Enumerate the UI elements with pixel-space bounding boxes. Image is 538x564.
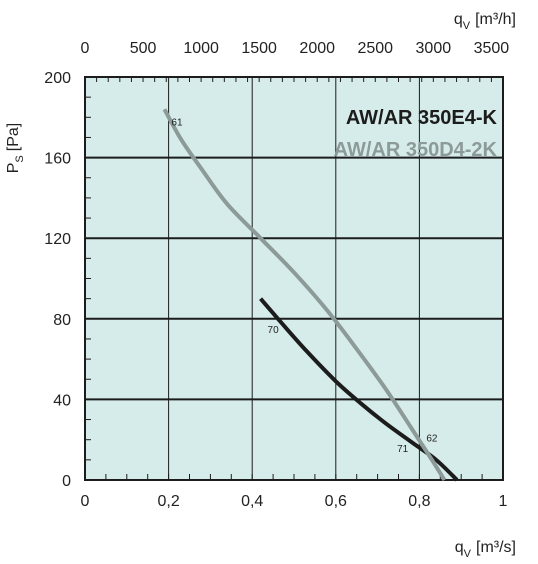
y-tick-label: 80 — [53, 312, 71, 329]
x-bottom-tick-label: 0 — [81, 493, 90, 510]
series-lines — [162, 108, 459, 482]
x-top-tick-label: 3000 — [416, 40, 452, 57]
y-tick-labels: 0 40 80 120 160 200 — [44, 70, 71, 490]
x-bottom-tick-label: 0,2 — [157, 493, 179, 510]
x-bottom-tick-label: 0,6 — [325, 493, 347, 510]
annotation-label: 62 — [426, 434, 438, 445]
x-top-tick-labels: 0 500 1000 1500 2000 2500 3000 3500 — [81, 40, 510, 57]
point-annotations: 61 70 71 62 — [171, 117, 438, 454]
y-tick-label: 40 — [53, 392, 71, 409]
plot-frame — [84, 76, 504, 481]
x-top-tick-label: 0 — [81, 40, 90, 57]
x-top-tick-label: 1500 — [241, 40, 277, 57]
x-bottom-tick-labels: 0 0,2 0,4 0,6 0,8 1 — [81, 493, 508, 510]
plot-area — [85, 77, 503, 480]
y-tick-label: 120 — [44, 231, 71, 248]
x-top-axis-label: qV [m³/h] — [454, 11, 516, 32]
x-bottom-tick-label: 1 — [499, 493, 508, 510]
annotation-label: 71 — [397, 444, 409, 455]
legend-series-1: AW/AR 350E4-K — [346, 107, 498, 129]
x-bottom-tick-label: 0,4 — [241, 493, 263, 510]
y-tick-label: 160 — [44, 151, 71, 168]
x-top-tick-label: 2500 — [357, 40, 393, 57]
grid-lines — [85, 77, 503, 480]
x-top-tick-label: 1000 — [183, 40, 219, 57]
y-tick-label: 200 — [44, 70, 71, 87]
legend-series-2: AW/AR 350D4-2K — [334, 139, 498, 161]
x-top-tick-label: 2000 — [299, 40, 335, 57]
y-tick-label: 0 — [62, 473, 71, 490]
series-line-2 — [162, 108, 447, 482]
annotation-label: 61 — [171, 117, 183, 128]
x-bottom-tick-label: 0,8 — [408, 493, 430, 510]
x-top-tick-label: 500 — [130, 40, 157, 57]
x-bottom-axis-label: qV [m³/s] — [455, 539, 516, 560]
y-axis-label: PS[Pa] — [5, 123, 26, 173]
x-top-tick-label: 3500 — [474, 40, 510, 57]
annotation-label: 70 — [268, 325, 280, 336]
